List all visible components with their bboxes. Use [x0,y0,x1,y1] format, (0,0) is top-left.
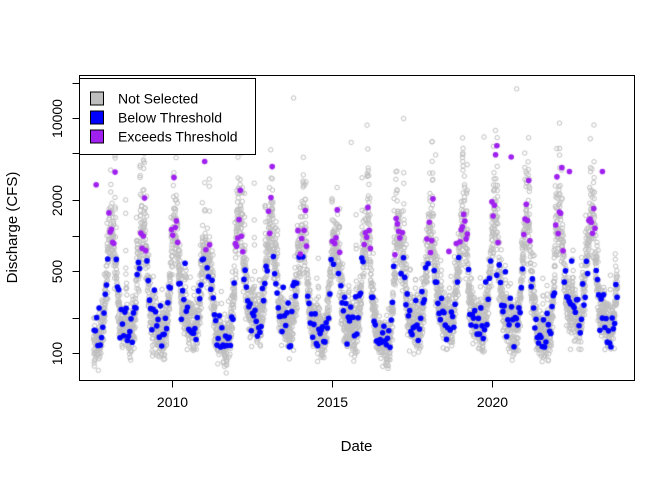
legend-swatch-exceeds-threshold [90,129,104,144]
plot-border [79,75,635,381]
x-axis-title: Date [341,438,373,455]
x-axis: 2010 2015 2020 [157,380,508,410]
legend: Not Selected Below Threshold Exceeds Thr… [79,78,256,155]
x-tick-label: 2020 [477,394,508,410]
y-tick-label: 100 [49,342,65,366]
legend-label-below-threshold: Below Threshold [118,110,222,126]
y-axis-title: Discharge (CFS) [4,172,21,284]
x-tick-label: 2015 [317,394,348,410]
legend-swatch-not-selected [90,91,104,106]
legend-swatch-below-threshold [90,110,104,125]
y-tick-label: 2000 [49,185,65,216]
y-tick-label: 10000 [49,99,65,138]
y-axis: 100 500 2000 10000 [49,83,80,366]
legend-label-exceeds-threshold: Exceeds Threshold [118,129,238,145]
x-tick-label: 2010 [157,394,188,410]
y-tick-label: 500 [49,260,65,284]
legend-label-not-selected: Not Selected [118,91,198,107]
legend-box [79,78,256,155]
